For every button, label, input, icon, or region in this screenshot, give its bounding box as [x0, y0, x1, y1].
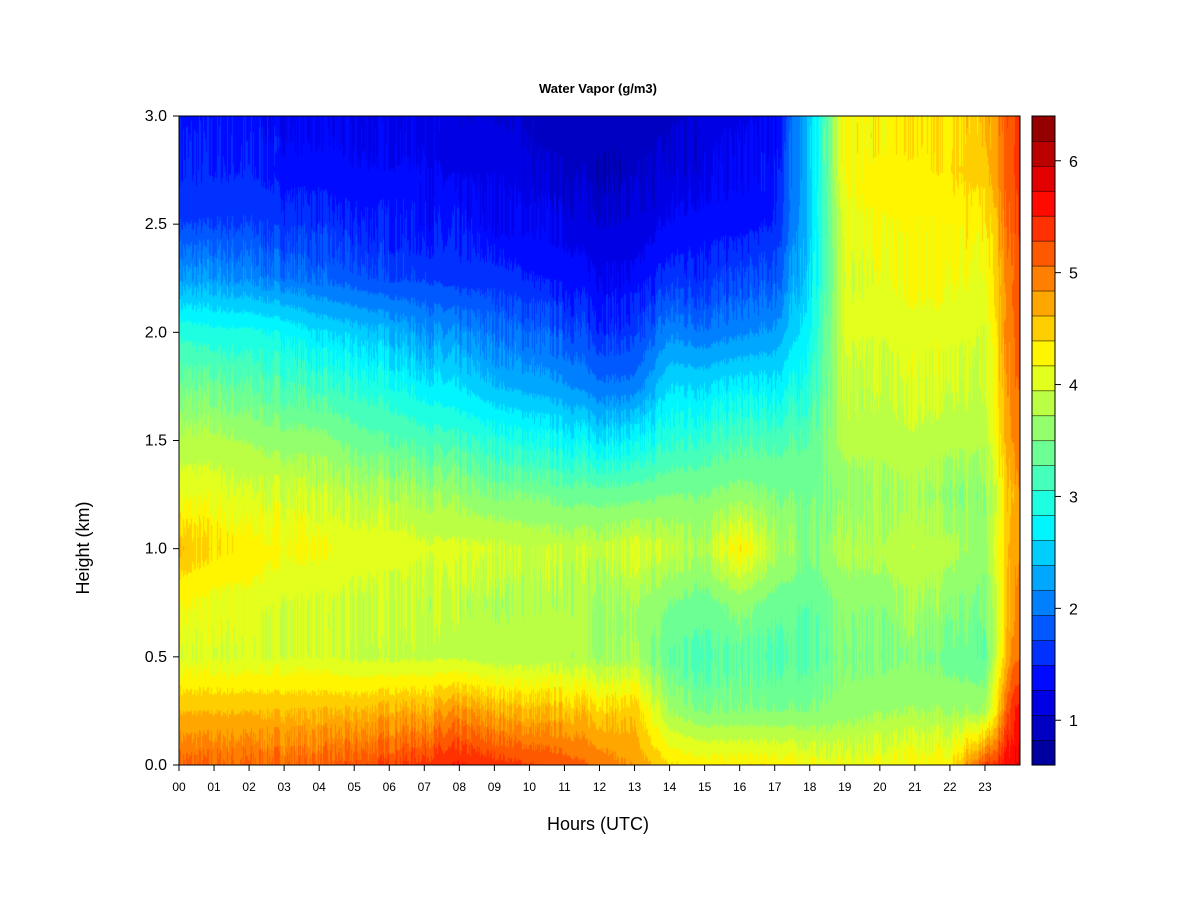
- y-axis-label: Height (km): [73, 501, 93, 594]
- x-axis-label: Hours (UTC): [547, 814, 649, 834]
- colorbar-tick-label: 4: [1069, 378, 1078, 395]
- x-tick-label: 14: [663, 780, 677, 794]
- x-tick-label: 19: [838, 780, 852, 794]
- x-tick-label: 00: [172, 780, 186, 794]
- colorbar-level: [1031, 664, 1056, 691]
- x-tick-label: 05: [348, 780, 362, 794]
- colorbar-level: [1031, 565, 1056, 591]
- colorbar-level: [1031, 415, 1056, 442]
- x-tick-label: 07: [418, 780, 432, 794]
- x-tick-label: 11: [558, 780, 571, 794]
- colorbar-level: [1031, 614, 1056, 641]
- colorbar-level: [1031, 689, 1056, 716]
- x-tick-label: 08: [453, 780, 467, 794]
- colorbar-level: [1031, 540, 1056, 566]
- heatmap-canvas-holder: [179, 116, 1020, 765]
- x-tick-label: 01: [207, 780, 221, 794]
- x-tick-label: 22: [943, 780, 957, 794]
- x-tick-label: 20: [873, 780, 887, 794]
- x-tick-label: 17: [768, 780, 782, 794]
- colorbar-tick-label: 2: [1069, 601, 1078, 618]
- colorbar-level: [1031, 190, 1056, 217]
- x-tick-label: 04: [312, 780, 326, 794]
- colorbar-level: [1031, 515, 1056, 541]
- x-tick-label: 15: [698, 780, 712, 794]
- colorbar-level: [1031, 590, 1056, 616]
- x-tick-label: 06: [383, 780, 397, 794]
- colorbar-level: [1031, 714, 1056, 741]
- x-tick-label: 23: [978, 780, 992, 794]
- x-tick-label: 02: [242, 780, 256, 794]
- x-tick-label: 16: [733, 780, 747, 794]
- x-tick-label: 21: [908, 780, 922, 794]
- x-tick-label: 12: [593, 780, 607, 794]
- x-tick-label: 13: [628, 780, 642, 794]
- y-tick-label: 2.5: [145, 216, 167, 233]
- x-tick-label: 09: [488, 780, 502, 794]
- colorbar-level: [1031, 490, 1056, 516]
- colorbar-level: [1031, 265, 1056, 292]
- x-tick-label: 10: [523, 780, 537, 794]
- colorbar-level: [1031, 140, 1056, 167]
- colorbar-level: [1031, 315, 1056, 342]
- colorbar-level: [1031, 290, 1056, 317]
- y-axis: 0.0 0.5 1.0 1.5 2.0 2.5 3.0: [145, 108, 179, 774]
- heatmap-canvas: [179, 116, 1020, 765]
- colorbar-level: [1031, 340, 1056, 367]
- y-tick-label: 1.0: [145, 541, 167, 558]
- colorbar-axis: 1 2 3 4 5 6: [1055, 154, 1078, 730]
- colorbar-level: [1031, 365, 1056, 392]
- colorbar: [1031, 115, 1056, 766]
- x-tick-label: 18: [803, 780, 817, 794]
- y-tick-label: 3.0: [145, 108, 167, 125]
- plot-area: [178, 115, 1021, 766]
- colorbar-level: [1031, 215, 1056, 242]
- colorbar-level: [1031, 390, 1056, 417]
- colorbar-level: [1031, 165, 1056, 192]
- colorbar-tick-label: 5: [1069, 266, 1078, 283]
- y-tick-label: 0.5: [145, 649, 167, 666]
- x-axis: 00 01 02 03 04 05 06 07 08 09 10 11 12 13 14 15 16 17 18 19…: [172, 765, 992, 794]
- colorbar-tick-label: 6: [1069, 154, 1078, 171]
- x-tick-label: 03: [277, 780, 291, 794]
- chart-title: Water Vapor (g/m3): [539, 81, 657, 96]
- y-tick-label: 1.5: [145, 433, 167, 450]
- colorbar-tick-label: 1: [1069, 713, 1078, 730]
- colorbar-level: [1031, 115, 1056, 142]
- y-tick-label: 2.0: [145, 324, 167, 341]
- colorbar-border: [1031, 115, 1056, 766]
- colorbar-level: [1031, 240, 1056, 267]
- y-tick-label: 0.0: [145, 757, 167, 774]
- colorbar-level: [1031, 465, 1056, 491]
- colorbar-tick-label: 3: [1069, 489, 1078, 506]
- colorbar-level: [1031, 639, 1056, 666]
- colorbar-level: [1031, 440, 1056, 467]
- colorbar-level: [1031, 739, 1056, 766]
